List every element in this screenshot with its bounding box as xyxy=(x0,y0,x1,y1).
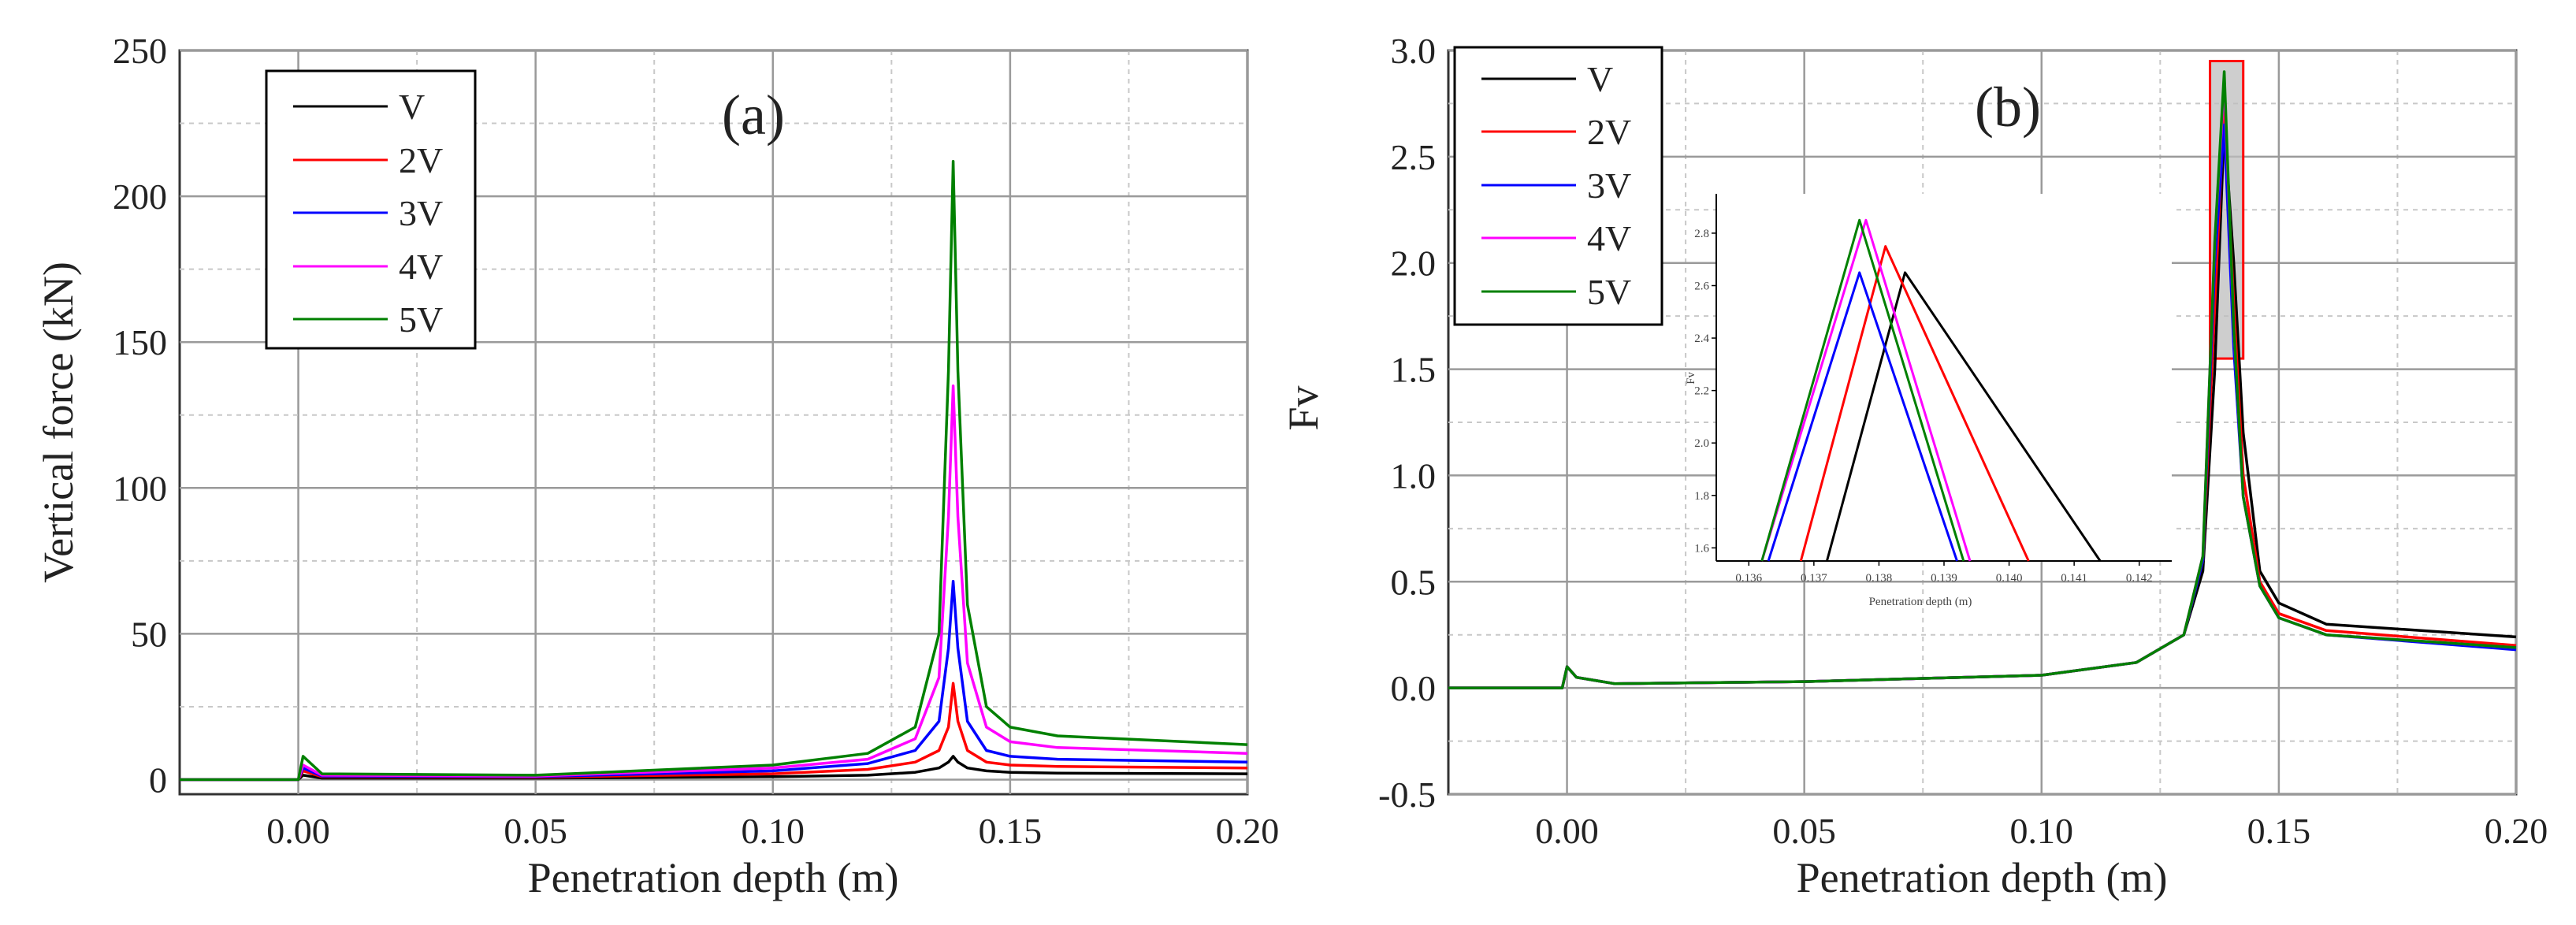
y-tick-label: 100 xyxy=(113,468,167,508)
series-line-4V xyxy=(180,384,1248,782)
x-tick-label: 0.10 xyxy=(742,811,805,851)
legend-label-a-3V: 3V xyxy=(399,193,443,233)
x-tick-label: 0.05 xyxy=(504,811,567,851)
series-line-V xyxy=(180,755,1248,782)
panel-label-a: (a) xyxy=(722,84,785,147)
inset-x-tick-label: 0.141 xyxy=(2061,572,2087,585)
x-tick-label: 0.05 xyxy=(1772,811,1836,851)
inset-series-line-3V xyxy=(1767,271,1958,562)
inset-y-tick-label: 1.8 xyxy=(1694,490,1709,503)
inset-x-tick-label: 0.136 xyxy=(1735,572,1762,585)
series-lines-b xyxy=(1448,70,2517,689)
y-tick-label: 2.0 xyxy=(1391,243,1437,284)
legend-label-a-V: V xyxy=(399,87,425,127)
y-tick-label: 0.0 xyxy=(1391,668,1437,708)
ticks-a: 0.00 0.05 0.10 0.15 0.20 0 50 100 150 200 250 xyxy=(113,31,1279,851)
inset-y-tick-label: 2.4 xyxy=(1694,332,1709,345)
inset-y-tick-label: 2.8 xyxy=(1694,228,1709,240)
legend-label-b-V: V xyxy=(1587,59,1613,99)
x-tick-label: 0.10 xyxy=(2010,811,2074,851)
y-tick-label: -0.5 xyxy=(1378,775,1436,815)
x-tick-label: 0.20 xyxy=(1216,811,1280,851)
inset-series-line-V xyxy=(1825,271,2102,562)
legend-label-a-5V: 5V xyxy=(399,299,443,340)
inset-x-tick-label: 0.138 xyxy=(1866,572,1893,585)
y-axis-label-b: Fv xyxy=(1280,385,1327,430)
y-tick-label: 1.0 xyxy=(1391,455,1437,496)
legend-label-b-5V: 5V xyxy=(1587,272,1631,312)
inset-y-tick-label: 2.2 xyxy=(1694,385,1709,398)
inset-b: 0.136 0.137 0.138 0.139 0.140 0.141 0.142 1.6 1.… xyxy=(1685,194,2172,608)
x-axis-label-b: Penetration depth (m) xyxy=(1797,854,2168,901)
inset-x-tick-label: 0.137 xyxy=(1801,572,1827,585)
legend-label-b-2V: 2V xyxy=(1587,112,1631,152)
legend-a: V 2V 3V 4V 5V xyxy=(265,69,477,350)
series-lines-a xyxy=(180,159,1248,782)
grid-a xyxy=(180,49,1249,794)
inset-y-axis-label: Fv xyxy=(1685,372,1697,384)
y-tick-label: 0 xyxy=(149,760,167,800)
inset-x-tick-label: 0.142 xyxy=(2126,572,2153,585)
y-tick-label: 2.5 xyxy=(1391,137,1437,177)
series-line-5V xyxy=(180,159,1248,782)
legend-box-a xyxy=(265,69,477,350)
series-line-5V xyxy=(1448,70,2517,689)
x-axis-label-a: Penetration depth (m) xyxy=(528,854,899,901)
inset-ticks: 0.136 0.137 0.138 0.139 0.140 0.141 0.142 1.6 1.… xyxy=(1694,228,2152,585)
y-tick-label: 1.5 xyxy=(1391,350,1437,390)
x-tick-label: 0.00 xyxy=(266,811,330,851)
legend-label-b-4V: 4V xyxy=(1587,218,1631,258)
y-tick-label: 150 xyxy=(113,322,167,362)
inset-y-tick-label: 1.6 xyxy=(1694,542,1709,555)
legend-label-b-3V: 3V xyxy=(1587,165,1631,206)
inset-y-tick-label: 2.0 xyxy=(1694,437,1709,450)
y-axis-label-a: Vertical force (kN) xyxy=(35,262,82,583)
legend-label-a-4V: 4V xyxy=(399,247,443,287)
y-tick-label: 3.0 xyxy=(1391,31,1437,71)
inset-series-line-4V xyxy=(1760,218,1972,562)
y-tick-label: 200 xyxy=(113,176,167,217)
x-tick-label: 0.15 xyxy=(2247,811,2311,851)
x-tick-label: 0.00 xyxy=(1535,811,1599,851)
inset-series-line-5V xyxy=(1760,218,1965,562)
y-tick-label: 0.5 xyxy=(1391,562,1437,602)
inset-x-axis-label: Penetration depth (m) xyxy=(1869,596,1972,608)
inset-x-tick-label: 0.139 xyxy=(1931,572,1957,585)
chart-b: 0.00 0.05 0.10 0.15 0.20 -0.5 0.0 0.5 1.0 1.5 2.0 2… xyxy=(1280,31,2548,901)
legend-b: V 2V 3V 4V 5V xyxy=(1453,46,1663,326)
legend-label-a-2V: 2V xyxy=(399,140,443,180)
ticks-b: 0.00 0.05 0.10 0.15 0.20 -0.5 0.0 0.5 1.0 1.5 2.0 2… xyxy=(1378,31,2548,851)
y-tick-label: 50 xyxy=(131,614,167,654)
inset-y-tick-label: 2.6 xyxy=(1694,280,1709,293)
inset-x-tick-label: 0.140 xyxy=(1996,572,2023,585)
chart-a: 0.00 0.05 0.10 0.15 0.20 0 50 100 150 200 250 Pene… xyxy=(35,31,1279,901)
inset-series-lines xyxy=(1760,218,2102,562)
x-tick-label: 0.20 xyxy=(2485,811,2548,851)
x-tick-label: 0.15 xyxy=(979,811,1043,851)
inset-series-line-2V xyxy=(1799,245,2030,562)
y-tick-label: 250 xyxy=(113,31,167,71)
panel-label-b: (b) xyxy=(1975,76,2041,139)
